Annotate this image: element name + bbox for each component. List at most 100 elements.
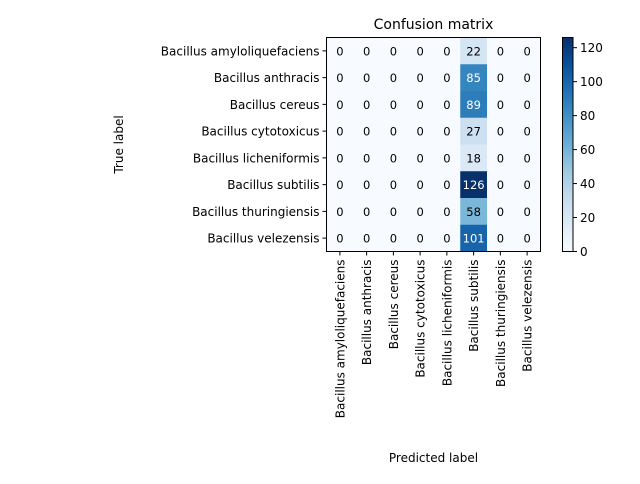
heatmap-cell [353,64,381,92]
cell-value-label: 0 [363,44,370,58]
x-tick-label: Bacillus licheniformis [440,260,454,387]
cell-value-label: 0 [497,232,504,246]
heatmap-cell [513,171,541,199]
cell-value-label: 0 [363,232,370,246]
heatmap-cell [380,64,408,92]
heatmap-cell [460,64,488,92]
heatmap-cell [460,91,488,119]
cell-value-label: 0 [416,151,423,165]
cell-value-label: 0 [336,151,343,165]
heatmap-cell [406,224,434,252]
cell-value-label: 0 [443,151,450,165]
x-axis-ticks: Bacillus amyloliquefaciens Bacillus anthr… [333,251,535,418]
heatmap-cell [513,198,541,226]
heatmap-cell [433,144,461,172]
heatmap-cell [353,224,381,252]
heatmap-cell [406,37,434,65]
cell-value-label: 0 [497,178,504,192]
x-tick-label: Bacillus subtilis [467,260,481,352]
heatmap-cell [326,117,354,145]
cell-value-label: 0 [443,125,450,139]
cell-value-label: 0 [416,178,423,192]
heatmap-cell [380,171,408,199]
heatmap-cell [433,171,461,199]
y-tick-label: Bacillus thuringiensis [192,205,319,219]
heatmap-cell [487,224,515,252]
heatmap-cell [406,91,434,119]
x-tick-label: Bacillus cereus [387,260,401,350]
heatmap-cell [513,144,541,172]
cell-value-label: 0 [443,98,450,112]
heatmap-cell [380,198,408,226]
heatmap-cell [487,144,515,172]
cell-value-label: 0 [336,205,343,219]
y-axis-label: True label [112,115,126,174]
heatmap-cell [487,117,515,145]
heatmap-cell [380,91,408,119]
heatmap-cells [326,37,541,252]
cell-value-label: 0 [443,232,450,246]
cell-value-label: 0 [416,205,423,219]
cell-value-label: 0 [336,125,343,139]
heatmap-cell [487,91,515,119]
cell-value-label: 0 [416,232,423,246]
cell-value-label: 0 [523,44,530,58]
cell-value-label: 0 [497,44,504,58]
heatmap-cell [406,198,434,226]
heatmap-cell [460,37,488,65]
cell-value-label: 0 [443,178,450,192]
cell-value-label: 0 [336,44,343,58]
heatmap-cell [487,171,515,199]
colorbar-tick-label: 120 [580,41,603,55]
cell-value-label: 0 [336,178,343,192]
colorbar-ticks: 0 20 40 60 80 100 120 [573,41,603,259]
x-axis-label: Predicted label [389,451,478,465]
cell-value-label: 22 [466,44,481,58]
cell-value-label: 0 [523,98,530,112]
heatmap-cell [433,198,461,226]
colorbar-tick-label: 20 [580,211,595,225]
y-tick-label: Bacillus anthracis [214,71,320,85]
heatmap-cell [406,117,434,145]
y-axis-ticks: Bacillus amyloliquefaciens Bacillus anthr… [161,44,327,246]
colorbar-tick-label: 60 [580,143,595,157]
heatmap-cell [513,91,541,119]
cell-value-label: 58 [466,205,481,219]
cell-value-label: 0 [363,98,370,112]
heatmap-cell [460,171,488,199]
cell-value-label: 18 [466,151,481,165]
cell-value-label: 0 [390,232,397,246]
heatmap-cell [353,144,381,172]
heatmap-cell [353,37,381,65]
heatmap-cell [433,224,461,252]
cell-value-label: 0 [497,151,504,165]
cell-value-label: 0 [497,98,504,112]
cell-value-label: 0 [363,205,370,219]
heatmap-cell [380,144,408,172]
heatmap-cell [433,117,461,145]
heatmap-cell [326,171,354,199]
heatmap-cell [326,224,354,252]
cell-value-label: 0 [443,205,450,219]
heatmap-cell [353,171,381,199]
heatmap-cell [380,224,408,252]
cell-value-label: 0 [390,125,397,139]
cell-value-label: 126 [463,178,485,192]
y-tick-label: Bacillus subtilis [227,178,319,192]
colorbar-tick-label: 0 [580,245,588,259]
heatmap-cell [433,91,461,119]
colorbar-tick-label: 80 [580,109,595,123]
cell-value-label: 0 [336,98,343,112]
heatmap-cell [433,64,461,92]
cell-value-label: 0 [416,44,423,58]
cell-value-label: 0 [363,151,370,165]
heatmap-cell [326,91,354,119]
cell-value-label: 0 [336,71,343,85]
heatmap-cell [353,117,381,145]
plot-frame [326,37,541,252]
y-tick-label: Bacillus licheniformis [193,151,320,165]
cell-value-label: 0 [363,71,370,85]
heatmap-cell [326,37,354,65]
